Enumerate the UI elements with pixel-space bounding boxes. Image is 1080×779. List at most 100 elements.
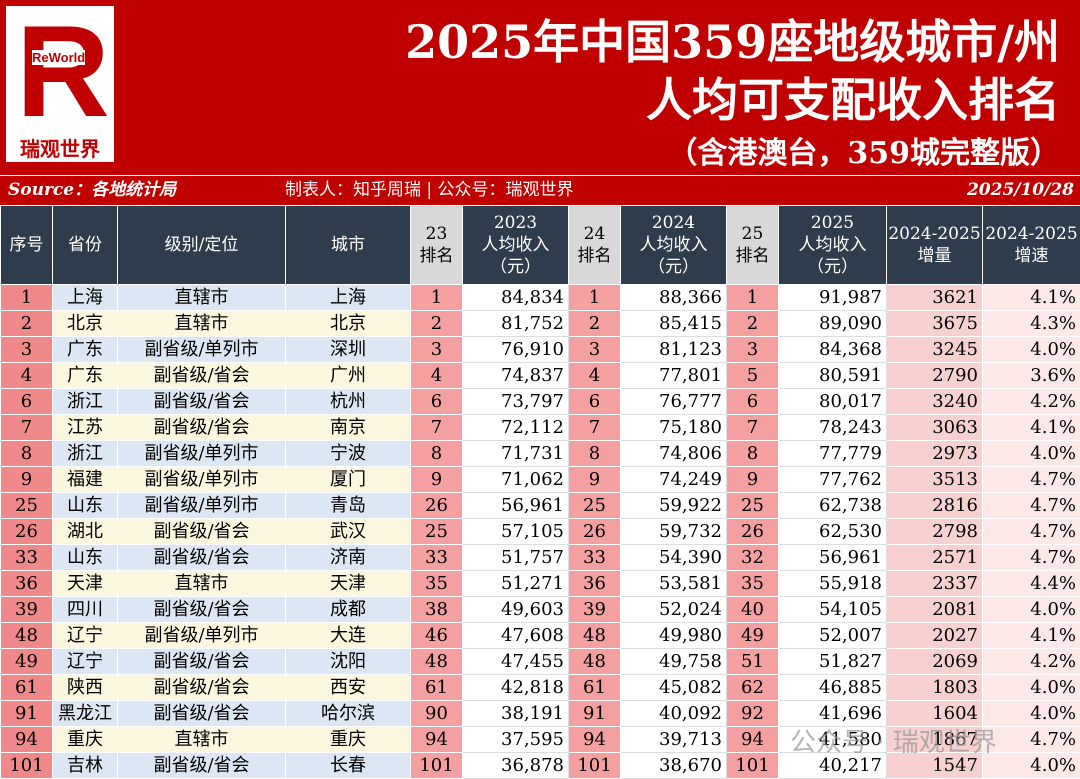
table-cell: 副省级/单列市 xyxy=(117,466,286,493)
logo: R ReWorld 瑞观世界 xyxy=(6,6,114,162)
table-cell: 4.1% xyxy=(982,414,1080,441)
table-cell: 51,271 xyxy=(462,570,569,597)
table-cell: 88,366 xyxy=(620,284,727,311)
table-cell: 26 xyxy=(726,518,779,545)
table-cell: 89,090 xyxy=(778,310,887,337)
table-cell: 91,987 xyxy=(778,284,887,311)
table-cell: 71,062 xyxy=(462,466,569,493)
table-cell: 浙江 xyxy=(52,388,118,415)
table-cell: 杭州 xyxy=(285,388,411,415)
table-cell: 副省级/省会 xyxy=(117,414,286,441)
table-row: 7 江苏 副省级/省会 南京 7 72,112 7 75,180 7 78,243 3063 4.1% xyxy=(0,414,1080,441)
table-cell: 61 xyxy=(410,674,463,701)
logo-mark: R xyxy=(16,0,110,144)
table-cell: 4.0% xyxy=(982,674,1080,701)
table-cell: 49,603 xyxy=(462,596,569,623)
table-row: 26 湖北 副省级/省会 武汉 25 57,105 26 59,732 26 62,530 2798… xyxy=(0,518,1080,545)
table-cell: 33 xyxy=(568,544,621,571)
table-cell: 35 xyxy=(726,570,779,597)
table-cell: 直辖市 xyxy=(117,284,286,311)
table-cell: 副省级/单列市 xyxy=(117,622,286,649)
table-cell: 94 xyxy=(726,726,779,753)
table-cell: 山东 xyxy=(52,492,118,519)
table-cell: 2 xyxy=(0,310,53,337)
table-cell: 副省级/省会 xyxy=(117,518,286,545)
table-cell: 78,243 xyxy=(778,414,887,441)
table-cell: 77,779 xyxy=(778,440,887,467)
table-cell: 62,738 xyxy=(778,492,887,519)
table-cell: 重庆 xyxy=(52,726,118,753)
table-cell: 北京 xyxy=(285,310,411,337)
table-cell: 4.0% xyxy=(982,596,1080,623)
table-cell: 天津 xyxy=(285,570,411,597)
table-cell: 青岛 xyxy=(285,492,411,519)
table-cell: 1547 xyxy=(886,752,983,779)
table-cell: 42,818 xyxy=(462,674,569,701)
column-header: 2024-2025 增量 xyxy=(886,205,983,285)
table-cell: 101 xyxy=(726,752,779,779)
table-cell: 辽宁 xyxy=(52,622,118,649)
logo-caption: 瑞观世界 xyxy=(20,137,100,161)
table-cell: 81,752 xyxy=(462,310,569,337)
table-cell: 54,390 xyxy=(620,544,727,571)
table-cell: 9 xyxy=(568,466,621,493)
table-cell: 6 xyxy=(410,388,463,415)
table-cell: 47,455 xyxy=(462,648,569,675)
table-cell: 49 xyxy=(726,622,779,649)
column-header: 24 排名 xyxy=(568,205,621,285)
table-cell: 2 xyxy=(726,310,779,337)
table-cell: 33 xyxy=(0,544,53,571)
table-cell: 49 xyxy=(0,648,53,675)
table-cell: 2 xyxy=(410,310,463,337)
table-cell: 4.4% xyxy=(982,570,1080,597)
table-cell: 5 xyxy=(726,362,779,389)
table-cell: 6 xyxy=(726,388,779,415)
table-row: 8 浙江 副省级/单列市 宁波 8 71,731 8 74,806 8 77,779 2973 4.0… xyxy=(0,440,1080,467)
watermark: 公众号 · 瑞观世界 xyxy=(790,728,997,758)
table-cell: 4.2% xyxy=(982,388,1080,415)
table-cell: 40,217 xyxy=(778,752,887,779)
table-cell: 4.1% xyxy=(982,284,1080,311)
table-cell: 吉林 xyxy=(52,752,118,779)
table-cell: 7 xyxy=(726,414,779,441)
table-cell: 4.0% xyxy=(982,336,1080,363)
table-cell: 74,806 xyxy=(620,440,727,467)
table-cell: 4.7% xyxy=(982,544,1080,571)
table-cell: 北京 xyxy=(52,310,118,337)
table-cell: 辽宁 xyxy=(52,648,118,675)
table-cell: 4.2% xyxy=(982,648,1080,675)
table-cell: 3240 xyxy=(886,388,983,415)
info-bar: Source：各地统计局 制表人：知乎周瑞 | 公众号：瑞观世界 2025/10… xyxy=(0,175,1080,206)
table-cell: 9 xyxy=(726,466,779,493)
table-cell: 直辖市 xyxy=(117,726,286,753)
table-cell: 1867 xyxy=(886,726,983,753)
table-cell: 85,415 xyxy=(620,310,727,337)
source: Source：各地统计局 xyxy=(8,180,177,200)
table-cell: 2027 xyxy=(886,622,983,649)
table-cell: 副省级/单列市 xyxy=(117,336,286,363)
column-header: 省份 xyxy=(52,205,118,285)
table-cell: 101 xyxy=(568,752,621,779)
table-cell: 副省级/省会 xyxy=(117,362,286,389)
table-cell: 1 xyxy=(568,284,621,311)
table-cell: 2 xyxy=(568,310,621,337)
table-cell: 济南 xyxy=(285,544,411,571)
table-row: 33 山东 副省级/省会 济南 33 51,757 33 54,390 32 56,961 2571… xyxy=(0,544,1080,571)
table-cell: 深圳 xyxy=(285,336,411,363)
table-cell: 1 xyxy=(726,284,779,311)
table-cell: 上海 xyxy=(285,284,411,311)
table-cell: 36 xyxy=(0,570,53,597)
table-cell: 72,112 xyxy=(462,414,569,441)
table-cell: 广州 xyxy=(285,362,411,389)
table-cell: 49,980 xyxy=(620,622,727,649)
table-cell: 39 xyxy=(0,596,53,623)
table-cell: 3 xyxy=(0,336,53,363)
table-cell: 天津 xyxy=(52,570,118,597)
table-cell: 84,834 xyxy=(462,284,569,311)
table-cell: 4 xyxy=(568,362,621,389)
table-cell: 4.1% xyxy=(982,622,1080,649)
column-header: 序号 xyxy=(0,205,53,285)
table-cell: 76,777 xyxy=(620,388,727,415)
table-cell: 38,670 xyxy=(620,752,727,779)
ranking-table: 序号 省份 级别/定位 城市 23 排名 2023 人均收入 （元） 24 排名 2024 人… xyxy=(0,205,1080,779)
